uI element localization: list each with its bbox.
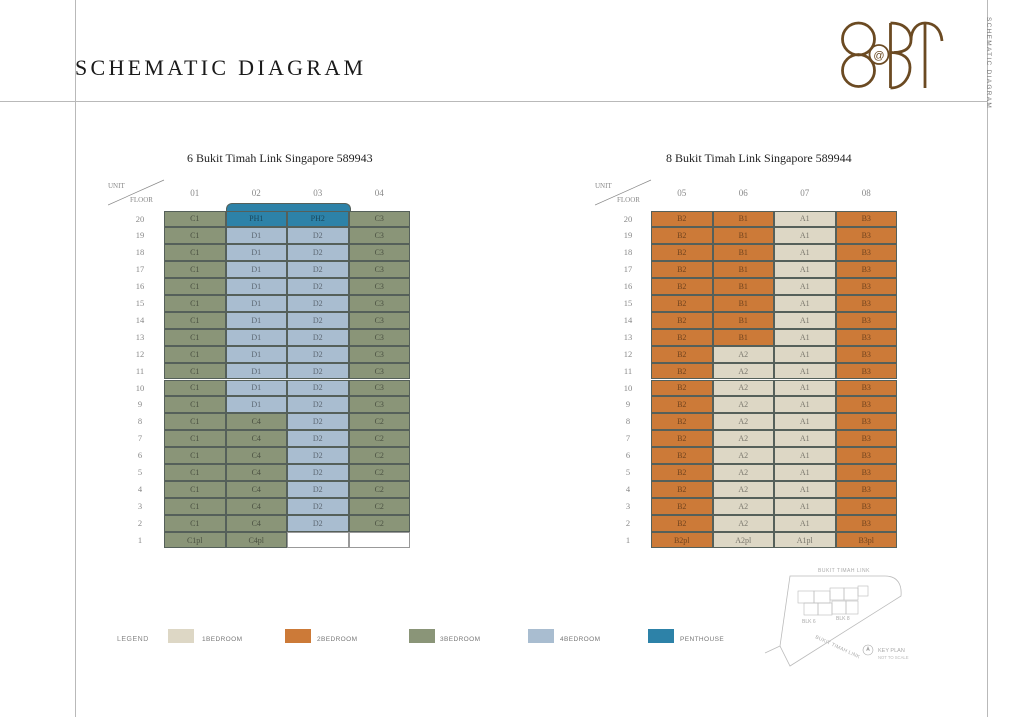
svg-text:BUKIT TIMAH LINK: BUKIT TIMAH LINK [818, 568, 870, 574]
svg-text:BLK 6: BLK 6 [802, 619, 816, 625]
svg-text:KEY PLAN: KEY PLAN [878, 648, 905, 654]
svg-text:FLOOR: FLOOR [617, 196, 640, 204]
svg-text:NOT TO SCALE: NOT TO SCALE [878, 655, 909, 660]
svg-text:BUKIT TIMAH LINK: BUKIT TIMAH LINK [814, 634, 861, 660]
svg-text:@: @ [873, 50, 884, 62]
svg-text:UNIT: UNIT [108, 182, 125, 190]
svg-text:BLK 8: BLK 8 [836, 616, 850, 622]
svg-text:UNIT: UNIT [595, 182, 612, 190]
svg-text:FLOOR: FLOOR [130, 196, 153, 204]
